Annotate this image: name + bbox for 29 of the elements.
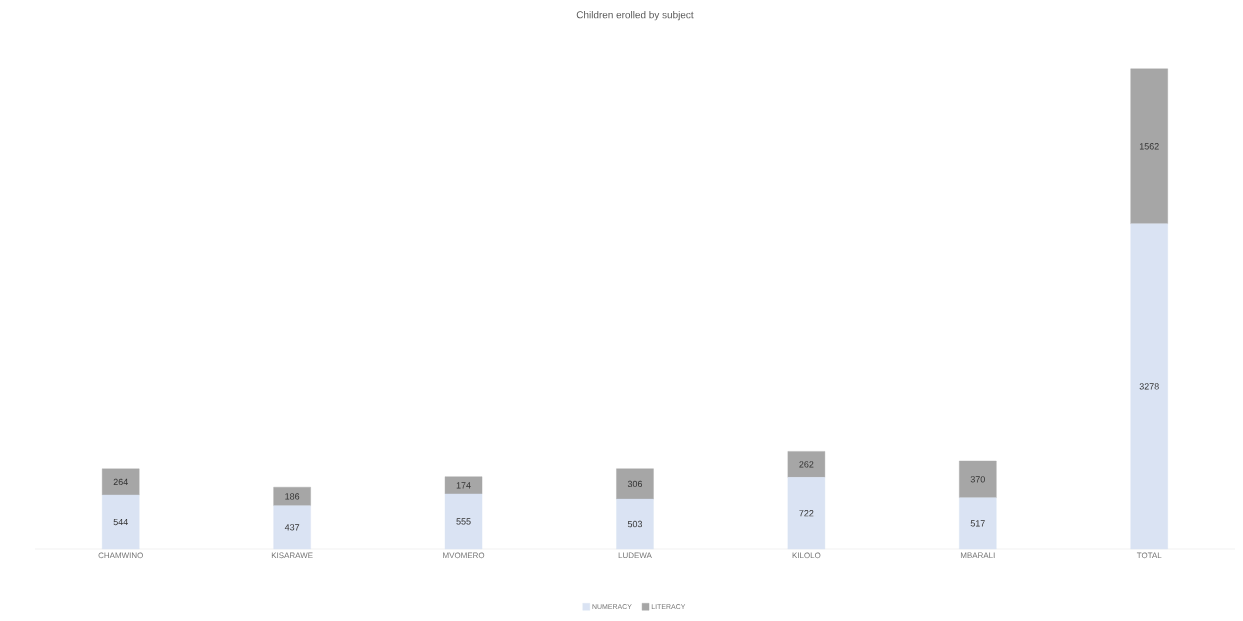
bar	[616, 468, 654, 500]
bar	[616, 498, 654, 550]
data-label: 503	[627, 520, 643, 528]
data-label: 3278	[1139, 383, 1159, 390]
bar	[273, 486, 311, 506]
bar	[102, 468, 140, 496]
data-label: 722	[799, 510, 814, 517]
data-label: 306	[627, 480, 643, 488]
data-label: 262	[799, 461, 814, 468]
data-label: 544	[113, 518, 128, 526]
bar	[273, 505, 311, 550]
bar	[787, 477, 826, 550]
data-label: 555	[456, 518, 471, 525]
bar	[102, 494, 140, 550]
data-label: 437	[284, 524, 300, 531]
bar	[1130, 223, 1168, 550]
bar	[959, 460, 997, 498]
chart-title: Children erolled by subject	[576, 11, 694, 21]
data-label: 517	[970, 520, 985, 527]
bar	[444, 493, 483, 550]
data-label: 174	[456, 482, 471, 489]
bar	[787, 451, 826, 478]
data-label: 264	[113, 478, 128, 486]
data-label: 1562	[1139, 143, 1159, 150]
bar	[959, 497, 997, 550]
data-label: 370	[970, 476, 985, 483]
data-label: 186	[285, 493, 300, 500]
bar	[444, 476, 483, 495]
bar	[1130, 68, 1168, 224]
